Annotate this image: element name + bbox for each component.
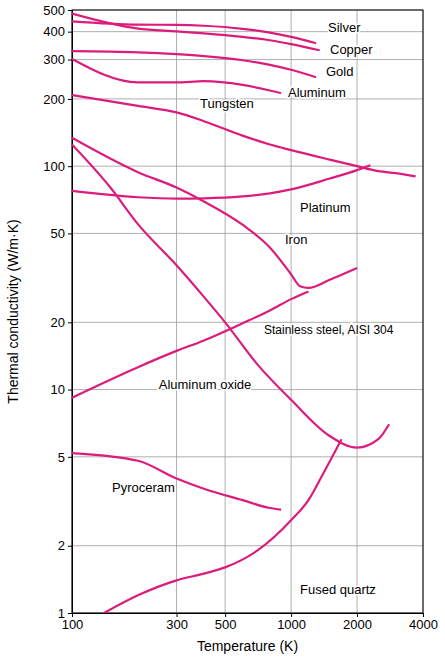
y-tick-mark <box>68 322 72 323</box>
y-grid-line <box>72 233 423 234</box>
y-tick-mark <box>68 60 72 61</box>
y-tick: 5 <box>58 449 72 464</box>
y-tick: 10 <box>51 382 72 397</box>
y-tick: 50 <box>51 226 72 241</box>
curve-labels: Silver Copper Gold Aluminum Tungsten Platinum… <box>112 20 394 597</box>
y-tick: 20 <box>51 315 72 330</box>
y-tick: 400 <box>43 24 72 39</box>
x-tick-label: 2000 <box>343 617 372 632</box>
x-tick-label: 4000 <box>409 617 438 632</box>
x-tick-label: 1000 <box>277 617 306 632</box>
series-line <box>72 145 389 448</box>
curve-label: Platinum <box>300 200 351 215</box>
series-line <box>72 51 316 77</box>
y-tick-label: 100 <box>43 159 65 174</box>
y-tick-label: 400 <box>43 24 65 39</box>
y-grid-line <box>72 545 423 546</box>
curve-label: Aluminum oxide <box>159 377 252 392</box>
y-axis-line <box>68 11 73 614</box>
y-tick: 500 <box>43 3 72 18</box>
y-tick-mark <box>68 166 72 167</box>
y-tick-mark <box>68 10 72 11</box>
y-tick-label: 5 <box>58 449 65 464</box>
series-line <box>72 453 281 510</box>
chart-svg: 100 300 500 1000 2000 4000 1 2 5 10 20 50 100 200 300 4… <box>0 0 445 661</box>
y-tick-label: 2 <box>58 538 65 553</box>
y-tick-mark <box>68 390 72 391</box>
y-tick: 2 <box>58 538 72 553</box>
curve-label: Fused quartz <box>300 582 376 597</box>
x-tick-label: 300 <box>166 617 188 632</box>
y-tick-label: 200 <box>43 92 65 107</box>
curve-label: Gold <box>326 64 353 79</box>
lines <box>72 14 416 613</box>
x-axis-title: Temperature (K) <box>197 638 298 654</box>
curve-label: Pyroceram <box>112 480 175 495</box>
series-line <box>72 14 320 51</box>
chart-container: 100 300 500 1000 2000 4000 1 2 5 10 20 50 100 200 300 4… <box>0 0 445 661</box>
y-tick-mark <box>68 457 72 458</box>
y-tick-label: 10 <box>51 382 65 397</box>
y-tick-mark <box>68 546 72 547</box>
y-tick-label: 20 <box>51 315 65 330</box>
curve-label: Iron <box>285 232 307 247</box>
curve-label: Tungsten <box>200 96 254 111</box>
curve-label: Silver <box>328 20 361 35</box>
plot-frame <box>72 10 423 613</box>
y-axis-title: Thermal conductivity (W/m·K) <box>5 219 21 403</box>
y-tick-label: 1 <box>58 606 65 621</box>
series-line <box>72 138 357 288</box>
x-tick: 4000 <box>409 613 438 632</box>
series-line <box>72 59 281 93</box>
y-tick-label: 300 <box>43 52 65 67</box>
y-tick-mark <box>68 613 72 614</box>
y-axis: 1 2 5 10 20 50 100 200 300 400 500 <box>43 3 72 621</box>
y-tick-label: 500 <box>43 3 65 18</box>
x-grid-line <box>357 10 358 613</box>
curve-label: Copper <box>330 42 373 57</box>
x-tick: 500 <box>215 613 237 632</box>
y-tick: 1 <box>58 606 72 621</box>
y-tick: 200 <box>43 92 72 107</box>
x-axis: 100300500100020004000 <box>62 613 438 632</box>
grid <box>72 10 423 613</box>
y-grid-line <box>72 31 423 32</box>
curve-label: Stainless steel, AISI 304 <box>264 323 394 337</box>
x-grid-line <box>291 10 292 613</box>
y-tick: 300 <box>43 52 72 67</box>
curve-label: Aluminum <box>288 85 346 100</box>
x-grid-line <box>176 10 177 613</box>
y-tick-mark <box>68 99 72 100</box>
series-line <box>72 165 370 198</box>
y-tick-label: 50 <box>51 226 65 241</box>
y-tick: 100 <box>43 159 72 174</box>
y-tick-mark <box>68 233 72 234</box>
x-tick: 1000 <box>277 613 306 632</box>
y-tick-mark <box>68 32 72 33</box>
x-tick: 300 <box>166 613 188 632</box>
x-tick: 2000 <box>343 613 372 632</box>
x-tick-label: 500 <box>215 617 237 632</box>
